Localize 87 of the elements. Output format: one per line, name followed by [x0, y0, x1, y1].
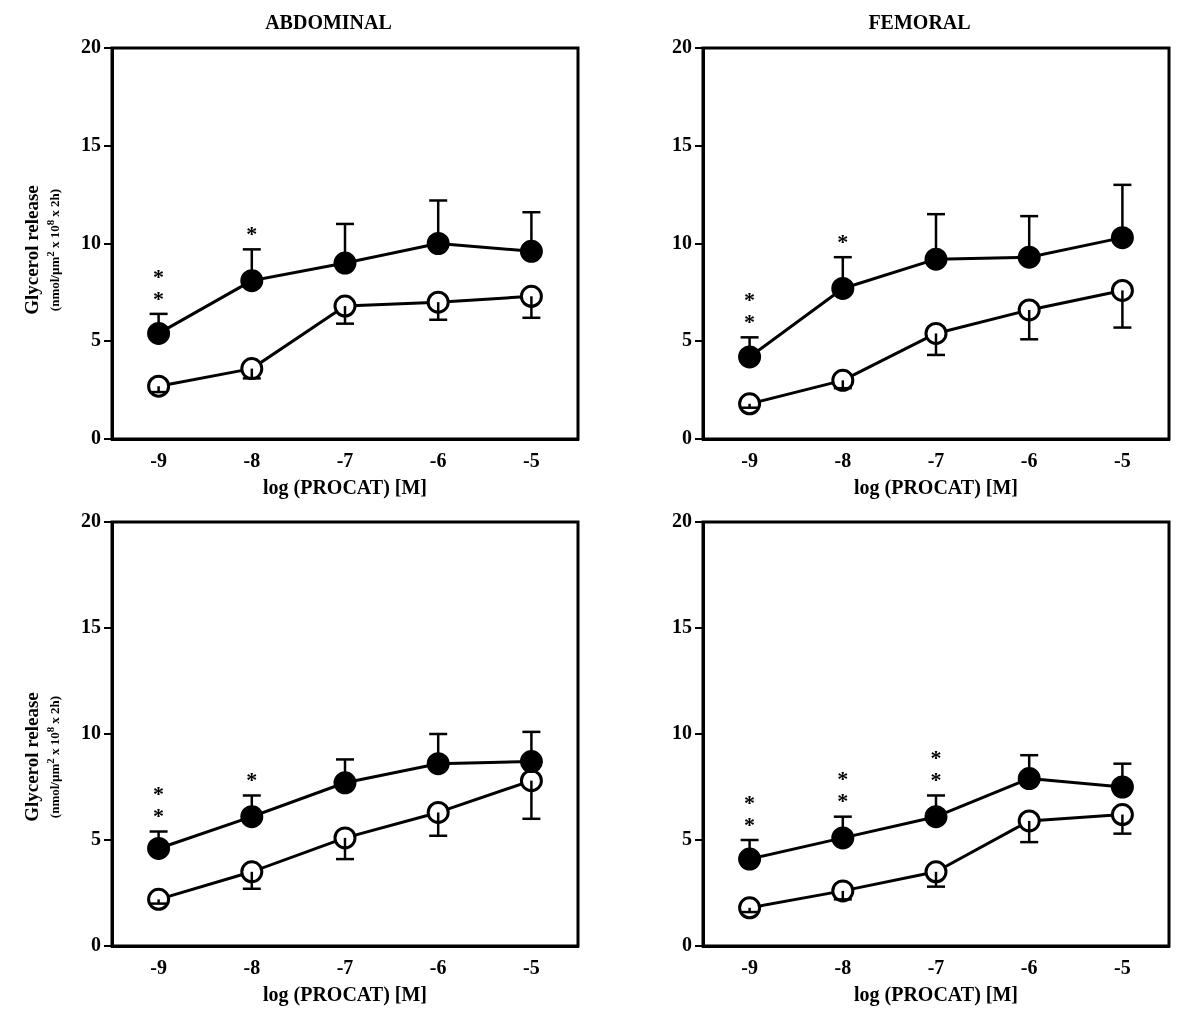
point [831, 826, 855, 850]
x-tick-label: -7 [927, 956, 945, 979]
x-tick-label: -9 [741, 956, 758, 979]
y-tick-label: 15 [672, 615, 692, 638]
x-axis-title: log (PROCAT) [M] [853, 983, 1019, 1007]
point [147, 836, 171, 860]
y-tick-label: 15 [81, 615, 101, 638]
x-tick-label: -7 [336, 449, 354, 472]
point [519, 239, 543, 263]
y-tick-label: 10 [672, 230, 692, 253]
x-tick-label: -8 [834, 449, 852, 472]
y-tick-label: 0 [91, 933, 101, 956]
y-tick-label: 20 [672, 35, 692, 58]
x-tick-label: -6 [429, 956, 447, 979]
point [1017, 767, 1041, 791]
point [1110, 226, 1134, 250]
x-axis-title: log (PROCAT) [M] [262, 476, 428, 500]
point [924, 805, 948, 829]
chart-title: ABDOMINAL [265, 11, 392, 34]
x-tick-label: -9 [150, 449, 167, 472]
annotation: * * [744, 789, 756, 837]
y-tick-label: 20 [81, 35, 101, 58]
x-tick-label: -9 [150, 956, 167, 979]
x-tick-label: -9 [741, 449, 758, 472]
x-axis-title: log (PROCAT) [M] [262, 983, 428, 1007]
point [1017, 245, 1041, 269]
point [333, 251, 357, 275]
y-tick-label: 10 [81, 721, 101, 744]
x-tick-label: -6 [1020, 449, 1038, 472]
x-tick-label: -5 [523, 956, 540, 979]
annotation: * * [930, 745, 942, 793]
y-tick-label: 15 [672, 132, 692, 155]
x-tick-label: -5 [1114, 956, 1131, 979]
chart-title: FEMORAL [868, 11, 971, 34]
point [240, 805, 264, 829]
point [240, 269, 264, 293]
x-tick-label: -8 [834, 956, 852, 979]
annotation: * * [153, 263, 165, 311]
point [333, 294, 357, 318]
y-tick-label: 0 [682, 426, 692, 449]
point [924, 247, 948, 271]
x-axis-title: log (PROCAT) [M] [853, 476, 1019, 500]
y-tick-label: 5 [91, 328, 101, 351]
point [240, 860, 264, 884]
y-tick-label: 10 [81, 230, 101, 253]
annotation: * [246, 221, 258, 247]
x-tick-label: -6 [1020, 956, 1038, 979]
point [738, 847, 762, 871]
x-tick-label: -5 [1114, 449, 1131, 472]
point [1110, 278, 1134, 302]
x-tick-label: -8 [243, 449, 261, 472]
point [738, 345, 762, 369]
point [1017, 809, 1041, 833]
y-tick-label: 0 [91, 426, 101, 449]
x-tick-label: -7 [336, 956, 354, 979]
point [333, 771, 357, 795]
point [1110, 775, 1134, 799]
point [426, 232, 450, 255]
annotation: * * [744, 287, 756, 335]
y-tick-label: 5 [682, 827, 692, 850]
y-tick-label: 15 [81, 132, 101, 155]
point [519, 284, 543, 308]
x-tick-label: -6 [429, 449, 447, 472]
point [519, 750, 543, 774]
point [426, 752, 450, 776]
point [333, 826, 357, 850]
y-tick-label: 5 [91, 827, 101, 850]
annotation: * [246, 767, 258, 793]
y-tick-label: 20 [81, 509, 101, 532]
point [924, 321, 948, 345]
y-tick-label: 10 [672, 721, 692, 744]
annotation: * * [153, 781, 165, 829]
point [924, 860, 948, 884]
x-tick-label: -8 [243, 956, 261, 979]
point [426, 800, 450, 824]
annotation: * [837, 228, 849, 254]
x-tick-label: -7 [927, 449, 945, 472]
point [147, 321, 171, 345]
point [426, 290, 450, 314]
point [1110, 803, 1134, 827]
point [831, 276, 855, 300]
x-tick-label: -5 [523, 449, 540, 472]
point [1017, 298, 1041, 322]
annotation: * * [837, 766, 849, 814]
y-tick-label: 0 [682, 933, 692, 956]
y-tick-label: 20 [672, 509, 692, 532]
y-tick-label: 5 [682, 328, 692, 351]
